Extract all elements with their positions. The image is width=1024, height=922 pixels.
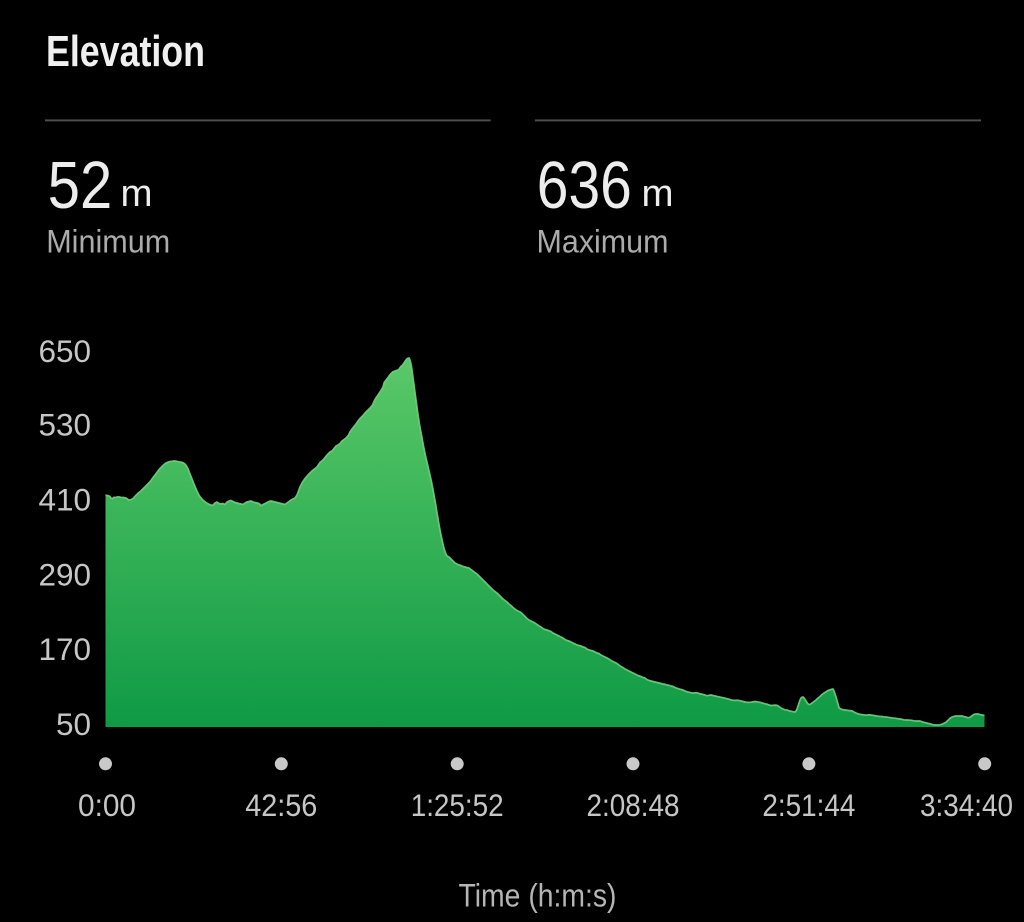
- svg-text:410: 410: [38, 482, 91, 518]
- svg-text:Maximum: Maximum: [537, 223, 669, 259]
- svg-text:650: 650: [38, 333, 91, 369]
- svg-text:Elevation: Elevation: [46, 27, 205, 76]
- svg-text:2:08:48: 2:08:48: [587, 787, 680, 823]
- svg-text:Time (h:m:s): Time (h:m:s): [459, 878, 617, 914]
- svg-text:42:56: 42:56: [245, 787, 317, 823]
- svg-text:50: 50: [56, 706, 91, 742]
- svg-text:Minimum: Minimum: [46, 223, 170, 259]
- svg-text:530: 530: [38, 407, 91, 443]
- svg-text:52: 52: [48, 148, 113, 223]
- svg-text:636: 636: [537, 148, 632, 223]
- svg-text:1:25:52: 1:25:52: [411, 787, 504, 823]
- svg-text:2:51:44: 2:51:44: [762, 787, 855, 823]
- svg-text:0:00: 0:00: [78, 787, 136, 823]
- svg-text:170: 170: [38, 631, 91, 667]
- svg-text:3:34:40: 3:34:40: [920, 787, 1013, 823]
- svg-text:290: 290: [38, 556, 91, 592]
- svg-text:m: m: [642, 173, 674, 215]
- svg-text:m: m: [121, 173, 153, 215]
